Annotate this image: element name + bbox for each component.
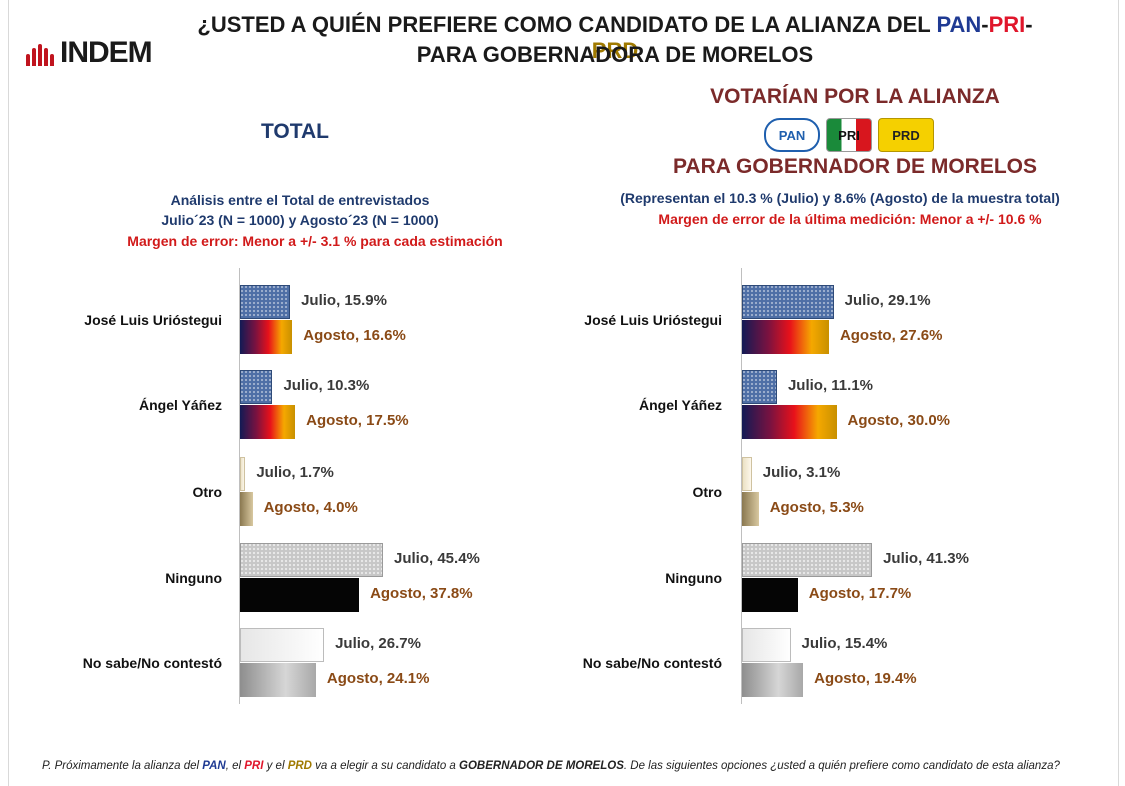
left-data-label-julio: Julio, 45.4%	[394, 550, 480, 567]
left-info-line1: Análisis entre el Total de entrevistados	[170, 192, 430, 208]
left-data-label-agosto: Agosto, 16.6%	[303, 327, 406, 344]
left-bar-julio	[240, 285, 291, 319]
left-data-label-julio: Julio, 26.7%	[335, 635, 421, 652]
left-info-line2: Julio´23 (N = 1000) y Agosto´23 (N = 100…	[161, 212, 439, 228]
right-data-label-julio: Julio, 29.1%	[844, 292, 931, 309]
right-category-label: No sabe/No contestó	[582, 655, 722, 671]
left-bar-agosto	[240, 578, 360, 612]
pri-logo-icon: PRI	[826, 118, 872, 152]
right-bar-julio	[742, 628, 791, 662]
left-data-label-agosto: Agosto, 37.8%	[370, 585, 473, 602]
right-data-label-agosto: Agosto, 27.6%	[839, 327, 943, 344]
right-bar-julio	[742, 285, 834, 319]
right-bar-julio	[742, 457, 752, 491]
logo-bars-icon	[24, 40, 60, 66]
left-bar-agosto	[240, 405, 296, 439]
question-footnote: P. Próximamente la alianza del PAN, el P…	[42, 760, 1060, 772]
left-bar-agosto	[240, 663, 316, 697]
left-bar-julio	[240, 543, 383, 577]
right-data-label-julio: Julio, 11.1%	[787, 377, 873, 394]
right-bar-julio	[742, 543, 873, 577]
right-section-title: VOTARÍAN POR LA ALIANZA	[710, 85, 1000, 108]
right-data-label-agosto: Agosto, 30.0%	[847, 412, 951, 429]
left-margin-of-error: Margen de error: Menor a +/- 3.1 % para …	[127, 233, 503, 249]
right-section-subtitle: PARA GOBERNADOR DE MORELOS	[672, 155, 1037, 178]
left-section-title: TOTAL	[260, 120, 330, 143]
left-category-label: No sabe/No contestó	[82, 655, 222, 671]
left-data-label-julio: Julio, 1.7%	[256, 464, 334, 481]
right-data-label-agosto: Agosto, 19.4%	[814, 670, 917, 687]
indem-logo: INDEM	[24, 34, 174, 70]
right-data-label-julio: Julio, 41.3%	[883, 550, 969, 567]
right-data-label-agosto: Agosto, 17.7%	[808, 585, 912, 602]
right-category-label: Otro	[692, 484, 722, 500]
left-category-label: Otro	[192, 484, 222, 500]
left-data-label-agosto: Agosto, 24.1%	[326, 670, 430, 687]
frame-right-border	[1118, 0, 1119, 786]
left-chart-axis	[239, 268, 240, 704]
page-title-line2: PARA GOBERNADORA DE MORELOS	[416, 42, 814, 67]
frame-left-border	[8, 0, 9, 786]
right-chart-axis	[741, 268, 742, 704]
left-bar-julio	[240, 370, 273, 404]
left-data-label-agosto: Agosto, 17.5%	[306, 412, 409, 429]
left-bar-julio	[240, 628, 325, 662]
left-category-label: Ninguno	[165, 570, 222, 586]
left-data-label-julio: Julio, 10.3%	[283, 377, 370, 394]
right-margin-of-error: Margen de error de la última medición: M…	[658, 211, 1042, 227]
left-data-label-julio: Julio, 15.9%	[301, 292, 387, 309]
left-bar-agosto	[240, 320, 293, 354]
prd-logo-icon: PRD	[878, 118, 934, 152]
left-data-label-agosto: Agosto, 4.0%	[263, 499, 358, 516]
left-category-label: Ángel Yáñez	[139, 397, 222, 413]
right-data-label-julio: Julio, 15.4%	[801, 635, 888, 652]
right-info-line1: (Representan el 10.3 % (Julio) y 8.6% (A…	[620, 190, 1060, 206]
logo-text: INDEM	[60, 36, 153, 69]
right-category-label: Ninguno	[665, 570, 722, 586]
right-bar-agosto	[742, 578, 798, 612]
right-bar-agosto	[742, 405, 837, 439]
right-bar-agosto	[742, 320, 829, 354]
pan-logo-icon: PAN	[764, 118, 820, 152]
right-bar-julio	[742, 370, 777, 404]
right-category-label: Ángel Yáñez	[639, 397, 722, 413]
left-bar-agosto	[240, 492, 253, 526]
right-data-label-agosto: Agosto, 5.3%	[769, 499, 864, 516]
right-category-label: José Luis Urióstegui	[584, 312, 722, 328]
right-data-label-julio: Julio, 3.1%	[762, 464, 841, 481]
right-bar-agosto	[742, 663, 804, 697]
page-title-line1: ¿USTED A QUIÉN PREFIERE COMO CANDIDATO D…	[197, 12, 1033, 63]
right-bar-agosto	[742, 492, 759, 526]
left-category-label: José Luis Urióstegui	[84, 312, 222, 328]
left-bar-julio	[240, 457, 246, 491]
